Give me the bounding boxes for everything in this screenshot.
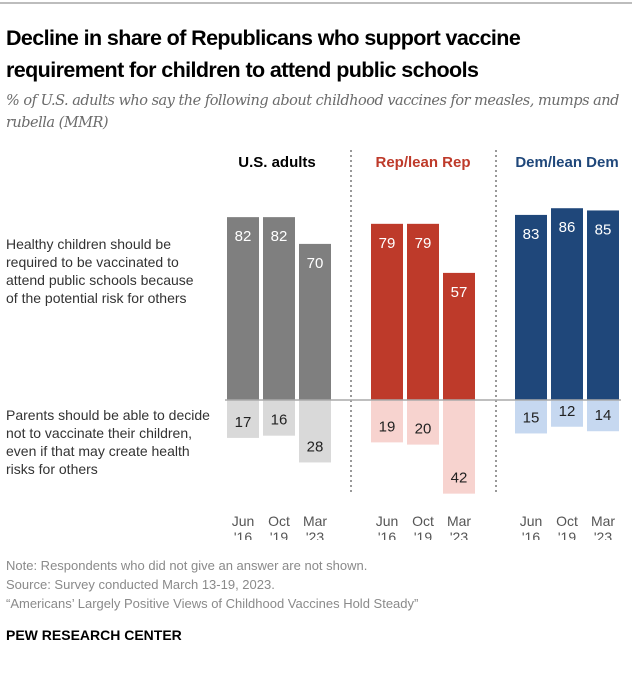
- data-label-parents-decide: 42: [451, 470, 468, 487]
- group-header: U.S. adults: [238, 154, 316, 171]
- bar-required: [443, 272, 475, 400]
- x-tick-label-month: Mar: [447, 513, 471, 529]
- data-label-required: 86: [559, 219, 576, 236]
- bar-parents-decide: [227, 400, 259, 438]
- x-tick-label-month: Jun: [520, 513, 543, 529]
- x-tick-label-year: '23: [594, 529, 612, 540]
- data-label-parents-decide: 19: [379, 418, 396, 435]
- bar-parents-decide: [551, 400, 583, 427]
- report-title-text: “Americans’ Largely Positive Views of Ch…: [6, 596, 419, 611]
- bar-parents-decide: [299, 400, 331, 463]
- x-tick-label-month: Oct: [268, 513, 290, 529]
- bar-parents-decide: [371, 400, 403, 443]
- row-label-required: Healthy children should be required to b…: [6, 236, 194, 306]
- bar-required: [371, 223, 403, 400]
- data-label-parents-decide: 20: [415, 421, 432, 438]
- data-label-required: 82: [271, 228, 288, 245]
- bar-required: [227, 217, 259, 400]
- note-text: Note: Respondents who did not give an an…: [6, 558, 368, 573]
- x-tick-label-year: '23: [450, 529, 468, 540]
- bar-required: [551, 208, 583, 400]
- x-tick-label-month: Oct: [556, 513, 578, 529]
- bar-parents-decide: [263, 400, 295, 436]
- x-tick-label-year: '19: [270, 529, 288, 540]
- x-tick-label-month: Mar: [591, 513, 615, 529]
- data-label-parents-decide: 28: [307, 438, 324, 455]
- bar-parents-decide: [443, 400, 475, 494]
- data-label-required: 57: [451, 284, 468, 301]
- source-text: Source: Survey conducted March 13-19, 20…: [6, 577, 275, 592]
- x-tick-label-month: Jun: [232, 513, 255, 529]
- bar-parents-decide: [515, 400, 547, 434]
- data-label-required: 70: [307, 255, 324, 272]
- bar-required: [587, 210, 619, 400]
- data-label-parents-decide: 14: [595, 407, 612, 424]
- data-label-required: 79: [415, 235, 432, 252]
- x-tick-label-year: '16: [522, 529, 540, 540]
- x-tick-label-year: '23: [306, 529, 324, 540]
- x-tick-label-year: '19: [558, 529, 576, 540]
- brand-logo-text: PEW RESEARCH CENTER: [6, 627, 182, 643]
- x-tick-label-year: '16: [378, 529, 396, 540]
- bar-required: [299, 243, 331, 400]
- bar-required: [407, 223, 439, 400]
- data-label-required: 82: [235, 228, 252, 245]
- bar-parents-decide: [407, 400, 439, 445]
- data-label-parents-decide: 16: [271, 412, 288, 429]
- x-tick-label-month: Mar: [303, 513, 327, 529]
- data-label-parents-decide: 12: [559, 403, 576, 420]
- chart-subtitle: % of U.S. adults who say the following a…: [6, 93, 619, 131]
- group-header: Dem/lean Dem: [515, 154, 618, 171]
- bar-required: [515, 214, 547, 400]
- bar-parents-decide: [587, 400, 619, 432]
- group-header: Rep/lean Rep: [375, 154, 470, 171]
- bar-required: [263, 217, 295, 400]
- data-label-parents-decide: 17: [235, 414, 252, 431]
- data-label-required: 85: [595, 221, 612, 238]
- x-tick-label-year: '19: [414, 529, 432, 540]
- x-tick-label-month: Oct: [412, 513, 434, 529]
- top-rule: [0, 2, 632, 4]
- x-tick-label-month: Jun: [376, 513, 399, 529]
- chart-title: Decline in share of Republicans who supp…: [6, 26, 521, 82]
- data-label-required: 79: [379, 235, 396, 252]
- x-tick-label-year: '16: [234, 529, 252, 540]
- data-label-required: 83: [523, 226, 540, 243]
- row-label-parents-decide: Parents should be able to decide not to …: [6, 407, 210, 477]
- data-label-parents-decide: 15: [523, 409, 540, 426]
